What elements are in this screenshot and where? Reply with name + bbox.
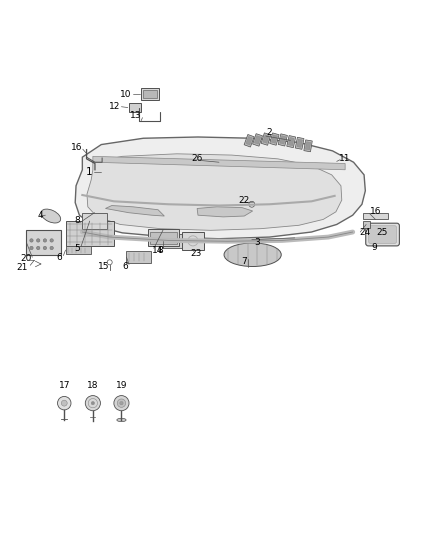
Circle shape [61, 400, 67, 406]
Circle shape [36, 246, 40, 249]
Bar [127, 252, 151, 263]
Ellipse shape [224, 243, 281, 266]
Text: 2: 2 [267, 128, 272, 138]
Circle shape [117, 399, 126, 407]
Text: 16: 16 [71, 143, 83, 152]
Bar [280, 136, 286, 144]
Text: 20: 20 [20, 254, 31, 263]
Text: 3: 3 [254, 238, 260, 247]
Bar [363, 213, 388, 220]
Bar [246, 136, 252, 145]
Bar [278, 134, 287, 146]
Bar [305, 142, 311, 150]
Text: 23: 23 [190, 249, 201, 259]
Circle shape [43, 246, 46, 249]
Text: 25: 25 [376, 228, 388, 237]
Bar [272, 135, 277, 143]
Text: 10: 10 [120, 90, 131, 99]
Polygon shape [106, 206, 164, 216]
Circle shape [91, 401, 95, 405]
Bar [163, 234, 184, 247]
Bar [254, 136, 261, 144]
Bar [150, 232, 177, 244]
Text: 15: 15 [98, 262, 109, 271]
Bar [287, 135, 296, 148]
Text: 24: 24 [360, 228, 371, 237]
Text: 21: 21 [17, 263, 28, 272]
Bar [263, 135, 269, 143]
Text: 19: 19 [116, 381, 127, 390]
Bar [244, 134, 254, 147]
Text: 8: 8 [74, 216, 80, 225]
Text: 22: 22 [239, 196, 250, 205]
Text: 6: 6 [123, 262, 128, 271]
Circle shape [30, 246, 33, 249]
Bar [143, 90, 157, 98]
Bar [261, 133, 271, 146]
Text: 16: 16 [370, 207, 381, 216]
Ellipse shape [117, 418, 126, 422]
Circle shape [114, 395, 129, 411]
Text: 11: 11 [339, 154, 351, 163]
Text: 14: 14 [152, 246, 164, 255]
Bar [66, 246, 91, 254]
Bar [304, 140, 312, 152]
Circle shape [85, 395, 100, 411]
Bar [66, 221, 114, 246]
Text: 18: 18 [87, 381, 99, 390]
Circle shape [120, 401, 123, 405]
Text: 8: 8 [157, 246, 163, 255]
Circle shape [30, 239, 33, 242]
Text: 6: 6 [57, 253, 62, 262]
Bar [141, 88, 159, 100]
Text: 4: 4 [38, 211, 43, 220]
Bar [82, 213, 107, 229]
Bar [148, 230, 179, 246]
Text: 5: 5 [74, 244, 80, 253]
Ellipse shape [41, 209, 60, 223]
Text: 13: 13 [130, 111, 141, 120]
Bar [363, 221, 370, 228]
Bar [288, 138, 294, 146]
Bar [270, 133, 279, 146]
Bar [26, 230, 61, 255]
Bar [297, 139, 302, 148]
Polygon shape [75, 137, 365, 239]
Text: 7: 7 [241, 257, 247, 266]
Bar [129, 103, 141, 112]
Circle shape [50, 239, 53, 242]
Circle shape [57, 397, 71, 410]
Circle shape [36, 239, 40, 242]
FancyBboxPatch shape [366, 223, 399, 246]
Text: 1: 1 [86, 167, 93, 177]
Circle shape [43, 239, 46, 242]
Bar [295, 138, 304, 149]
Text: 17: 17 [59, 381, 70, 390]
Polygon shape [93, 156, 345, 170]
Text: 26: 26 [191, 154, 203, 163]
Polygon shape [87, 154, 342, 230]
Polygon shape [197, 207, 253, 217]
Text: 12: 12 [109, 102, 120, 111]
Circle shape [50, 246, 53, 249]
Bar [182, 232, 204, 249]
Text: 9: 9 [372, 243, 378, 252]
FancyBboxPatch shape [369, 225, 396, 244]
Bar [253, 134, 262, 146]
